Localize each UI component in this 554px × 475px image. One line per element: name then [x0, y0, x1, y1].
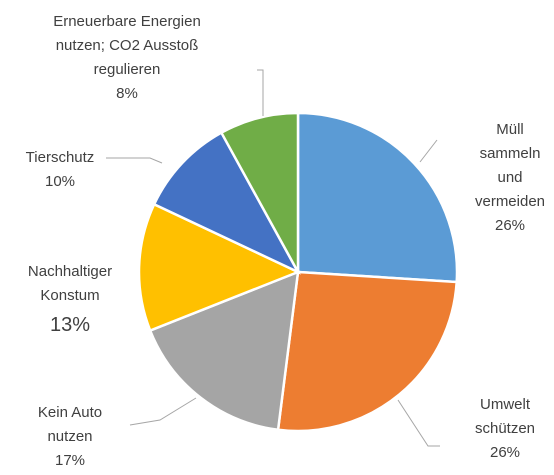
leader-line [106, 157, 163, 164]
category-label: Nachhaltiger Konstum [27, 263, 113, 304]
value-label: 10% [44, 173, 76, 190]
value-label: 13% [49, 314, 91, 336]
pie-slice [148, 270, 300, 432]
value-label: 8% [116, 85, 138, 102]
pie-slice [276, 270, 459, 433]
slice-label: Nachhaltiger Konstum 13% [28, 260, 112, 342]
pie-slice [296, 111, 459, 284]
category-label: Müll sammeln und vermeiden [474, 121, 546, 210]
category-label: Umwelt schützen [474, 396, 536, 437]
pie-slice [219, 111, 300, 273]
pie-slice [137, 202, 302, 333]
leader-line [129, 397, 197, 426]
slice-label: Müll sammeln und vermeiden 26% [475, 118, 545, 238]
leader-line [397, 399, 440, 447]
value-label: 17% [54, 452, 86, 469]
pie-slice [152, 130, 301, 275]
category-label: Tierschutz [25, 149, 95, 166]
slice-label: Tierschutz 10% [26, 146, 95, 194]
category-label: Erneuerbare Energien nutzen; CO2 Ausstoß… [53, 13, 201, 78]
category-label: Kein Auto nutzen [37, 404, 103, 445]
leader-line [419, 139, 438, 163]
leader-line [257, 69, 264, 116]
value-label: 26% [489, 444, 521, 461]
slice-label: Erneuerbare Energien nutzen; CO2 Ausstoß… [53, 10, 201, 106]
slice-label: Kein Auto nutzen 17% [38, 401, 102, 473]
value-label: 26% [494, 217, 526, 234]
slice-label: Umwelt schützen 26% [475, 393, 535, 465]
